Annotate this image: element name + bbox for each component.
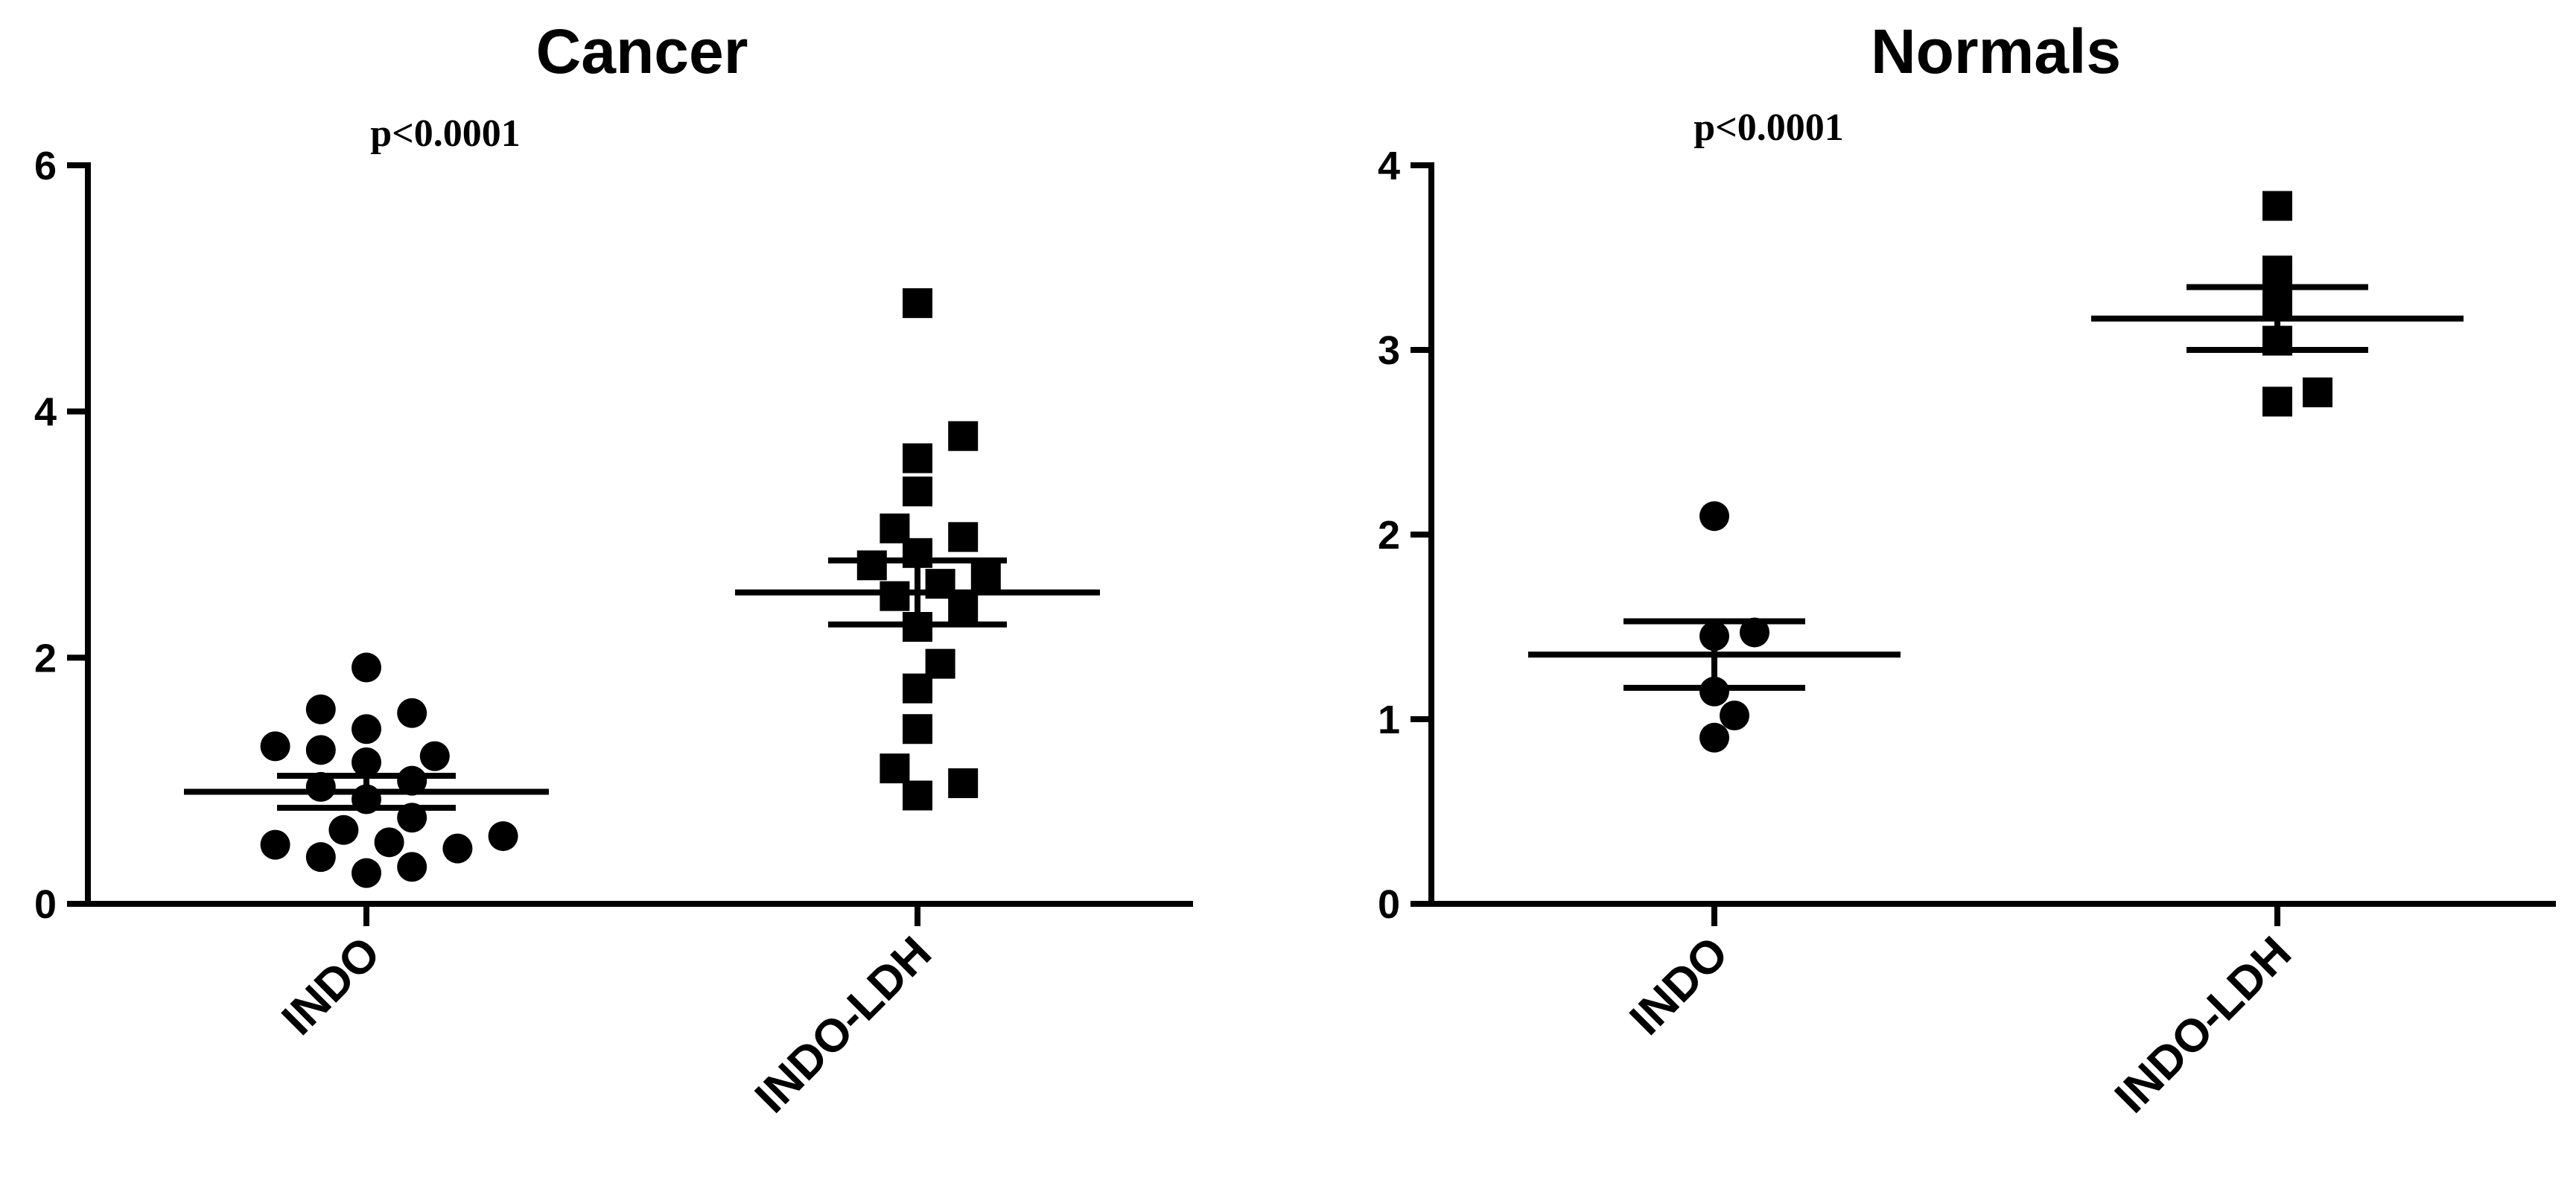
cancer-indo-point	[352, 858, 381, 888]
cancer-indo-ldh-point	[856, 550, 887, 581]
normals-data-marks	[1528, 191, 2464, 753]
cancer-panel-title: Cancer	[536, 16, 748, 86]
cancer-indo-ldh-point	[925, 648, 955, 679]
cancer-indo-point	[352, 714, 381, 745]
normals-indo-ldh-point	[2262, 386, 2292, 417]
cancer-indo-ldh-point	[903, 288, 932, 319]
cancer-indo-point	[260, 829, 290, 860]
normals-indo-ldh-point	[2262, 191, 2292, 221]
normals-p-value-annotation: p<0.0001	[1694, 106, 1844, 149]
cancer-indo-point	[488, 821, 518, 852]
cancer-indo-point	[419, 741, 450, 771]
cancer-indo-point	[374, 827, 404, 858]
cancer-y-tick-label: 2	[34, 636, 57, 680]
cancer-indo-point	[352, 747, 381, 777]
normals-indo-point	[1699, 501, 1729, 532]
normals-indo-point	[1699, 722, 1729, 753]
cancer-y-tick-label: 4	[34, 390, 57, 435]
normals-panel: Normals p<0.0001 0 1 2 3 4 INDO INDO-LDH	[1378, 16, 2556, 1123]
normals-indo-point	[1699, 676, 1729, 707]
normals-indo-point	[1740, 617, 1769, 648]
cancer-indo-point	[397, 852, 427, 882]
cancer-indo-point	[260, 731, 290, 762]
cancer-data-marks	[184, 288, 1100, 888]
cancer-y-tick-label: 0	[34, 882, 57, 927]
cancer-indo-ldh-point	[903, 780, 932, 811]
cancer-indo-ldh-point	[948, 421, 979, 451]
normals-y-tick-label: 2	[1378, 513, 1400, 558]
normals-panel-title: Normals	[1871, 16, 2121, 86]
normals-indo-ldh-point	[2262, 255, 2292, 286]
cancer-category-label-indo: INDO	[273, 927, 390, 1045]
cancer-indo-ldh-point	[903, 714, 932, 745]
normals-indo-ldh-point	[2303, 377, 2332, 408]
cancer-indo-ldh-point	[880, 753, 910, 784]
cancer-indo-point	[305, 735, 336, 765]
normals-indo-point	[1720, 701, 1749, 731]
cancer-indo-point	[305, 842, 336, 873]
cancer-indo-point	[328, 814, 359, 845]
cancer-indo-point	[397, 698, 427, 728]
normals-y-tick-label: 3	[1378, 328, 1400, 373]
normals-category-label-indo: INDO	[1621, 927, 1738, 1045]
normals-y-tick-label: 4	[1378, 144, 1400, 188]
normals-axes: 0 1 2 3 4 INDO INDO-LDH	[1378, 144, 2556, 1123]
cancer-indo-point	[352, 652, 381, 683]
cancer-indo-ldh-point	[970, 562, 1001, 593]
cancer-indo-ldh-point	[903, 443, 932, 474]
cancer-indo-ldh-point	[903, 476, 932, 507]
cancer-panel: Cancer p<0.0001 0 2 4 6 INDO INDO-LDH	[34, 16, 1193, 1123]
normals-category-label-indo-ldh: INDO-LDH	[2105, 927, 2301, 1123]
cancer-category-label-indo-ldh: INDO-LDH	[745, 927, 941, 1123]
normals-y-tick-label: 0	[1378, 882, 1400, 927]
cancer-axes: 0 2 4 6 INDO INDO-LDH	[34, 144, 1193, 1123]
cancer-indo-ldh-point	[880, 513, 910, 543]
cancer-y-tick-label: 6	[34, 144, 57, 188]
cancer-p-value-annotation: p<0.0001	[370, 112, 521, 155]
cancer-indo-point	[442, 833, 473, 864]
normals-y-tick-label: 1	[1378, 698, 1400, 742]
cancer-indo-ldh-point	[948, 768, 979, 798]
cancer-indo-ldh-point	[948, 522, 979, 552]
cancer-indo-point	[305, 694, 336, 724]
cancer-indo-ldh-point	[880, 581, 910, 611]
